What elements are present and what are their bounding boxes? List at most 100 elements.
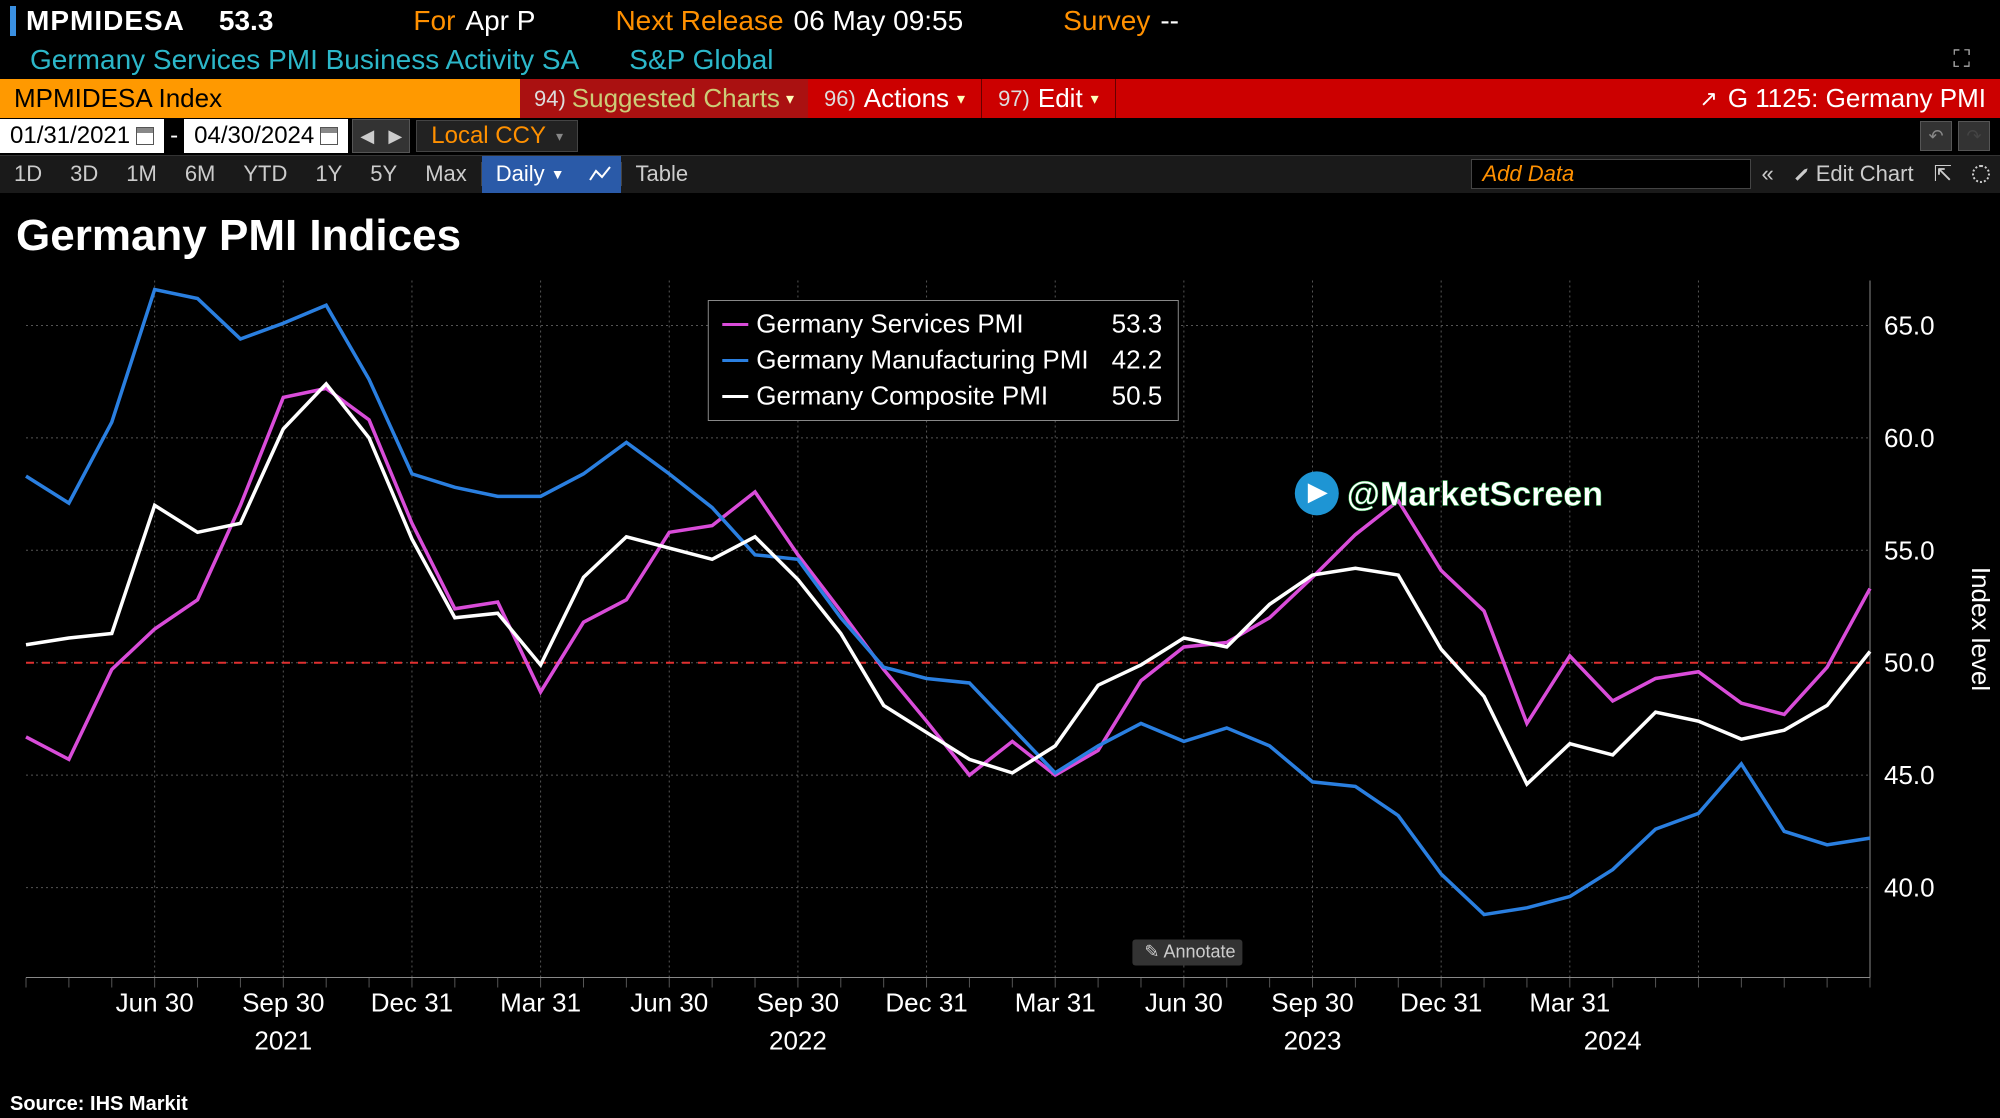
actions-button[interactable]: 96) Actions ▾: [808, 79, 982, 118]
menu-number: 97): [998, 86, 1030, 112]
date-from-input[interactable]: 01/31/2021: [0, 119, 164, 153]
date-from-value: 01/31/2021: [10, 122, 130, 150]
svg-text:Sep 30: Sep 30: [757, 988, 839, 1018]
menu-number: 94): [534, 86, 566, 112]
menu-number: 96): [824, 86, 856, 112]
svg-text:Germany Manufacturing PMI: Germany Manufacturing PMI: [756, 345, 1088, 375]
chevron-down-icon: ▾: [786, 89, 794, 109]
svg-text:Jun 30: Jun 30: [1145, 988, 1223, 1018]
svg-text:65.0: 65.0: [1884, 310, 1935, 340]
svg-text:2022: 2022: [769, 1026, 827, 1056]
collapse-button[interactable]: «: [1751, 157, 1783, 191]
pmi-line-chart[interactable]: 40.0 45.0 50.0 55.0 60.0 65.0 Jun 30 Sep 30 Dec …: [16, 269, 1990, 1079]
svg-text:Mar 31: Mar 31: [1015, 988, 1096, 1018]
chart-title: Germany PMI Indices: [16, 211, 1990, 261]
survey-label: Survey: [1063, 5, 1150, 37]
svg-text:45.0: 45.0: [1884, 760, 1935, 790]
svg-text:Mar 31: Mar 31: [500, 988, 581, 1018]
range-5y-button[interactable]: 5Y: [356, 156, 411, 193]
range-6m-button[interactable]: 6M: [171, 156, 230, 193]
redo-button[interactable]: ↷: [1958, 121, 1990, 151]
date-separator: -: [164, 122, 184, 150]
svg-text:Mar 31: Mar 31: [1529, 988, 1610, 1018]
index-pill: MPMIDESA Index: [0, 79, 520, 118]
gear-icon: [1972, 165, 1990, 183]
description-bar: Germany Services PMI Business Activity S…: [0, 41, 2000, 78]
range-1m-button[interactable]: 1M: [112, 156, 171, 193]
svg-text:2024: 2024: [1584, 1026, 1642, 1056]
currency-selector[interactable]: Local CCY ▾: [416, 120, 578, 152]
svg-text:60.0: 60.0: [1884, 423, 1935, 453]
svg-text:53.3: 53.3: [1112, 309, 1163, 339]
add-data-input[interactable]: Add Data: [1471, 159, 1751, 189]
next-release-value: 06 May 09:55: [794, 5, 964, 37]
range-3d-button[interactable]: 3D: [56, 156, 112, 193]
svg-text:Germany Composite PMI: Germany Composite PMI: [756, 381, 1048, 411]
table-label: Table: [636, 161, 689, 187]
edit-chart-button[interactable]: Edit Chart: [1784, 157, 1924, 191]
g-chart-link[interactable]: G 1125: Germany PMI: [1728, 83, 1986, 114]
chart-area: Germany PMI Indices 40.0 45.0 50.0 55.0 60.0…: [0, 193, 2000, 1091]
ticker-badge: [10, 6, 16, 36]
table-button[interactable]: Table: [622, 156, 703, 193]
next-release-label: Next Release: [615, 5, 783, 37]
range-max-button[interactable]: Max: [411, 156, 481, 193]
info-bar: MPMIDESA 53.3 For Apr P Next Release 06 …: [0, 0, 2000, 41]
svg-text:50.0: 50.0: [1884, 648, 1935, 678]
svg-text:2021: 2021: [254, 1026, 312, 1056]
open-external-icon[interactable]: ↗: [1699, 86, 1717, 112]
chevron-down-icon: ▾: [1091, 89, 1099, 109]
chevron-down-icon: ▼: [551, 166, 565, 182]
chart-type-button[interactable]: [579, 156, 621, 193]
svg-text:2023: 2023: [1284, 1026, 1342, 1056]
menu-right: ↗ G 1125: Germany PMI: [1116, 79, 2000, 118]
date-to-value: 04/30/2024: [194, 122, 314, 150]
add-data-placeholder: Add Data: [1482, 161, 1574, 187]
svg-text:✎ Annotate: ✎ Annotate: [1144, 942, 1235, 962]
svg-text:Dec 31: Dec 31: [371, 988, 453, 1018]
menu-bar: MPMIDESA Index 94) Suggested Charts ▾ 96…: [0, 79, 2000, 118]
frequency-label: Daily: [496, 161, 545, 187]
svg-text:@MarketScreen: @MarketScreen: [1347, 475, 1603, 513]
svg-text:50.5: 50.5: [1112, 381, 1163, 411]
range-ytd-button[interactable]: YTD: [229, 156, 301, 193]
date-bar: 01/31/2021 - 04/30/2024 ◀ ▶ Local CCY ▾ …: [0, 118, 2000, 155]
edit-button[interactable]: 97) Edit ▾: [982, 79, 1116, 118]
currency-label: Local CCY: [431, 122, 546, 150]
date-prev-button[interactable]: ◀: [353, 120, 381, 152]
svg-text:Jun 30: Jun 30: [116, 988, 194, 1018]
frequency-selector[interactable]: Daily ▼: [482, 156, 579, 193]
edit-chart-label: Edit Chart: [1816, 161, 1914, 187]
suggested-charts-label: Suggested Charts: [572, 83, 780, 114]
svg-text:Jun 30: Jun 30: [630, 988, 708, 1018]
expand-icon[interactable]: ⛶: [1953, 46, 1970, 74]
svg-text:Sep 30: Sep 30: [1271, 988, 1353, 1018]
pencil-icon: [1790, 163, 1813, 186]
last-value: 53.3: [219, 5, 274, 37]
date-next-button[interactable]: ▶: [381, 120, 409, 152]
calendar-icon[interactable]: [320, 127, 338, 145]
edit-label: Edit: [1038, 83, 1083, 114]
ticker-symbol: MPMIDESA: [26, 5, 185, 37]
chevron-down-icon: ▾: [957, 89, 965, 109]
range-1d-button[interactable]: 1D: [0, 156, 56, 193]
chevron-down-icon: ▾: [556, 128, 563, 145]
svg-text:40.0: 40.0: [1884, 873, 1935, 903]
svg-text:Index level: Index level: [1966, 567, 1990, 691]
export-button[interactable]: ⇱: [1924, 157, 1962, 191]
svg-text:55.0: 55.0: [1884, 535, 1935, 565]
for-value: Apr P: [465, 5, 535, 37]
index-label: MPMIDESA Index: [14, 83, 222, 114]
ticker-description: Germany Services PMI Business Activity S…: [30, 44, 579, 76]
date-to-input[interactable]: 04/30/2024: [184, 119, 348, 153]
for-label: For: [413, 5, 455, 37]
undo-button[interactable]: ↶: [1920, 121, 1952, 151]
survey-value: --: [1160, 5, 1179, 37]
actions-label: Actions: [864, 83, 949, 114]
line-chart-icon: [589, 165, 611, 183]
settings-button[interactable]: [1962, 161, 2000, 187]
svg-text:Germany Services PMI: Germany Services PMI: [756, 309, 1023, 339]
range-1y-button[interactable]: 1Y: [301, 156, 356, 193]
calendar-icon[interactable]: [136, 127, 154, 145]
suggested-charts-button[interactable]: 94) Suggested Charts ▾: [520, 79, 808, 118]
